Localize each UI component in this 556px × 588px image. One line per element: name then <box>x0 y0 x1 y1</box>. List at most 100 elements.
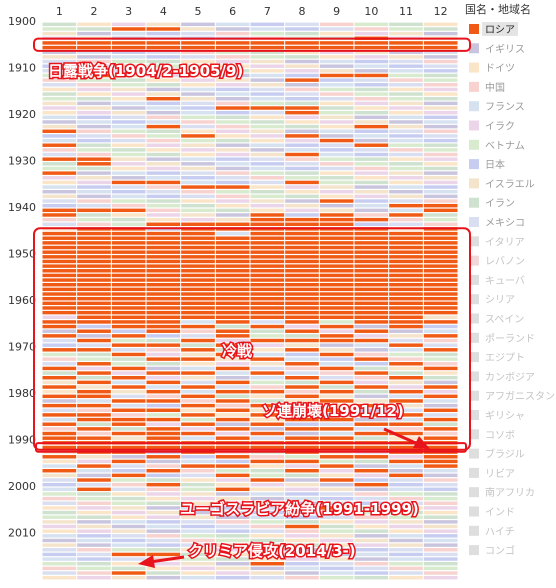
legend[interactable]: 国名・地域名 ロシアイギリスドイツ中国フランスイラクベトナム日本イスラエルイラン… <box>465 2 555 557</box>
cell-1931-2 <box>77 166 111 171</box>
cell-1981-9 <box>319 399 354 403</box>
legend-item-5[interactable]: イラク <box>485 121 515 133</box>
cell-1918-7 <box>250 106 285 110</box>
legend-item-15[interactable]: スペイン <box>485 315 524 326</box>
cell-1975-1 <box>42 371 77 375</box>
cell-1926-8 <box>285 143 319 147</box>
cell-1931-7 <box>250 166 285 171</box>
cell-2007-3 <box>111 520 146 524</box>
cell-1948-9 <box>319 245 354 250</box>
cell-1971-11 <box>389 352 423 357</box>
legend-item-7[interactable]: 日本 <box>485 158 505 171</box>
legend-item-2[interactable]: ドイツ <box>485 64 515 75</box>
cell-1910-8 <box>285 69 319 73</box>
legend-item-18[interactable]: カンボジア <box>485 371 535 383</box>
cell-1920-11 <box>389 115 423 120</box>
cell-1956-8 <box>285 283 319 287</box>
cell-1964-8 <box>285 320 319 324</box>
russo-japanese-war-label: 日露戦争(1904/2-1905/9) <box>48 62 243 80</box>
cell-1975-12 <box>423 371 458 375</box>
legend-item-1[interactable]: イギリス <box>485 43 525 55</box>
cell-1998-8 <box>285 478 319 482</box>
cell-1978-12 <box>423 385 458 389</box>
legend-item-12[interactable]: レバノン <box>485 256 525 268</box>
cell-1979-5 <box>181 389 215 394</box>
cell-1968-2 <box>77 338 111 343</box>
cell-1996-10 <box>354 469 389 473</box>
legend-item-20[interactable]: ギリシャ <box>485 410 525 422</box>
cell-1948-4 <box>146 245 181 250</box>
cell-1910-7 <box>250 69 285 73</box>
cell-2014-2 <box>77 552 111 557</box>
cell-1901-2 <box>77 27 111 31</box>
cell-1943-5 <box>181 222 215 226</box>
cell-1937-2 <box>77 194 111 199</box>
cell-2002-3 <box>111 496 146 501</box>
cell-2003-6 <box>215 501 250 505</box>
cell-1970-1 <box>42 348 77 352</box>
cell-1945-7 <box>250 231 285 236</box>
cell-1941-2 <box>77 213 111 217</box>
cell-1949-5 <box>181 250 215 254</box>
legend-item-8[interactable]: イスラエル <box>485 178 535 190</box>
legend-item-11[interactable]: イタリア <box>485 236 525 248</box>
cell-1914-7 <box>250 87 285 92</box>
cell-1968-5 <box>181 338 215 343</box>
cell-1911-3 <box>111 73 146 78</box>
cell-2000-6 <box>215 487 250 492</box>
cell-1923-9 <box>319 129 354 133</box>
legend-item-14[interactable]: シリア <box>485 295 515 306</box>
cell-1926-10 <box>354 143 389 147</box>
legend-item-24[interactable]: 南アフリカ <box>485 486 535 499</box>
month-tick-9: 9 <box>333 5 340 18</box>
cell-2011-1 <box>42 538 77 543</box>
legend-item-9[interactable]: イラン <box>485 198 515 210</box>
cell-2004-6 <box>215 506 250 510</box>
cell-1949-11 <box>389 250 423 254</box>
cell-1949-12 <box>423 250 458 254</box>
cell-2019-2 <box>77 575 111 580</box>
cell-1911-12 <box>423 73 458 78</box>
cell-1948-10 <box>354 245 389 250</box>
legend-item-17[interactable]: エジプト <box>485 352 525 364</box>
legend-item-22[interactable]: ブラジル <box>485 448 525 461</box>
legend-item-0[interactable]: ロシア <box>485 25 515 36</box>
cell-1947-12 <box>423 241 458 245</box>
cell-1911-11 <box>389 73 423 78</box>
legend-item-25[interactable]: インド <box>485 508 515 519</box>
cell-1932-1 <box>42 171 77 175</box>
cell-1997-5 <box>181 473 215 478</box>
legend-item-4[interactable]: フランス <box>485 101 525 113</box>
legend-item-6[interactable]: ベトナム <box>485 140 525 152</box>
legend-item-13[interactable]: キューバ <box>485 275 525 287</box>
legend-item-10[interactable]: メキシコ <box>485 218 525 229</box>
legend-item-27[interactable]: コンゴ <box>485 544 515 557</box>
cell-1954-12 <box>423 273 458 278</box>
cell-1920-8 <box>285 115 319 120</box>
cell-1959-3 <box>111 296 146 301</box>
cell-2011-8 <box>285 538 319 543</box>
legend-item-3[interactable]: 中国 <box>485 81 505 94</box>
cell-1996-2 <box>77 469 111 473</box>
cell-2000-2 <box>77 487 111 492</box>
cell-1983-1 <box>42 408 77 412</box>
legend-item-16[interactable]: ポーランド <box>485 333 535 345</box>
cell-1991-7 <box>250 445 285 450</box>
cell-1955-5 <box>181 278 215 282</box>
cell-1922-12 <box>423 124 458 129</box>
legend-item-21[interactable]: コソボ <box>485 429 515 441</box>
cell-1929-2 <box>77 157 111 161</box>
cell-1908-6 <box>215 59 250 64</box>
cell-1901-3 <box>111 27 146 31</box>
cell-1930-1 <box>42 162 77 166</box>
cell-1915-5 <box>181 92 215 96</box>
cell-1904-2 <box>77 41 111 45</box>
legend-item-26[interactable]: ハイチ <box>485 526 515 538</box>
cell-1938-9 <box>319 199 354 203</box>
cell-1939-8 <box>285 203 319 208</box>
crimea-arrow-head <box>138 555 155 568</box>
cell-1958-11 <box>389 292 423 296</box>
legend-item-23[interactable]: リビア <box>485 468 515 480</box>
legend-item-19[interactable]: アフガニスタン <box>485 391 555 403</box>
cell-2019-4 <box>146 575 181 580</box>
